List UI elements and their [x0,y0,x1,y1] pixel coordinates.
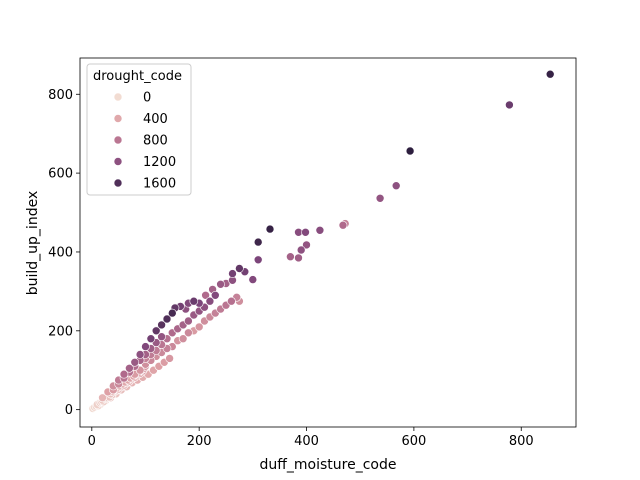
legend-label: 800 [143,134,168,149]
legend-box [86,63,192,196]
scatter-point [141,342,150,351]
scatter-point [165,354,174,363]
scatter-point [405,146,415,156]
x-tick-label: 600 [401,434,426,449]
y-axis: 0 200 400 600 800 [48,88,80,418]
scatter-point [302,240,311,250]
x-tick-label: 400 [294,434,319,449]
legend-entries: 0 400 800 1200 1600 [113,91,176,192]
scatter-point [194,322,204,332]
scatter-point [168,308,177,318]
legend-marker [113,114,123,123]
scatter-point [125,363,134,373]
scatter-point [375,194,385,203]
scatter-point [545,69,555,79]
scatter-point [146,334,156,344]
legend-marker [113,157,123,166]
scatter-point [178,334,188,344]
y-tick-label: 200 [48,324,73,339]
x-tick-label: 200 [187,434,212,449]
scatter-point [157,332,166,342]
scatter-point [296,245,306,255]
scatter-point [248,275,258,284]
y-tick-label: 400 [48,245,73,260]
scatter-point [184,328,193,338]
legend-marker [113,92,123,102]
legend-label: 1200 [143,155,176,170]
x-tick-label: 800 [509,434,534,449]
scatter-point [135,350,145,359]
scatter-point [265,224,275,234]
scatter-point [119,369,129,379]
legend-label: 400 [143,112,168,127]
y-tick-label: 600 [48,167,73,182]
x-axis-label: duff_moisture_code [260,457,397,473]
scatter-point [98,393,107,403]
x-axis: 0 200 400 600 800 [88,427,534,449]
plot-frame [79,57,577,428]
scatter-point [151,326,161,336]
y-axis-label: build_up_index [25,191,41,296]
scatter-point [301,228,310,237]
scatter-point [189,296,199,306]
legend-marker [113,178,123,188]
scatter-point [205,296,215,306]
legend-title: drought_code [93,69,182,84]
x-tick-label: 0 [88,434,96,449]
scatter-point [253,255,263,265]
scatter-point [315,226,325,235]
scatter-point [253,237,263,247]
scatter-point [227,296,236,306]
scatter-point [184,316,193,326]
scatter-point [505,100,514,110]
scatter-point [286,252,295,262]
scatter-point [162,314,172,324]
scatter-point [157,320,166,330]
y-tick-label: 800 [48,88,73,103]
legend-label: 1600 [143,177,176,192]
scatter-point [235,264,244,273]
scatter-point [391,181,401,190]
y-tick-label: 0 [65,403,73,418]
legend-label: 0 [143,91,151,106]
scatter-point [228,269,237,278]
scatter-point [130,357,140,367]
legend: drought_code 0 400 800 1200 1600 [86,63,192,196]
scatter-point [216,279,225,289]
scatter-points [88,69,555,413]
scatter-point [211,290,220,300]
scatter-point [338,220,348,230]
legend-marker [113,135,123,145]
scatter-point [201,290,210,300]
scatter-point [294,253,303,263]
